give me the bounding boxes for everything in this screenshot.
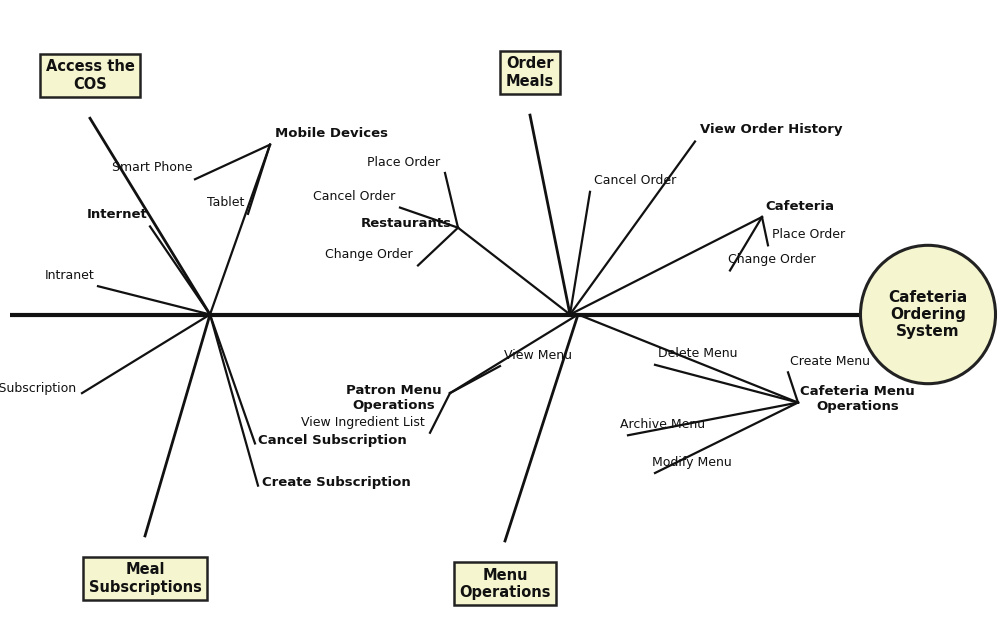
Text: Cancel Subscription: Cancel Subscription xyxy=(258,433,407,447)
Text: Access the
COS: Access the COS xyxy=(46,59,134,92)
Text: Internet: Internet xyxy=(87,208,148,221)
Text: Delete Menu: Delete Menu xyxy=(658,347,738,360)
Text: Place Order: Place Order xyxy=(772,228,845,241)
Text: Modify Subscription: Modify Subscription xyxy=(0,382,76,395)
Text: Modify Menu: Modify Menu xyxy=(652,455,732,469)
Text: View Order History: View Order History xyxy=(700,123,842,136)
Text: Change Order: Change Order xyxy=(728,253,816,266)
Text: Mobile Devices: Mobile Devices xyxy=(275,126,388,140)
Text: Intranet: Intranet xyxy=(44,269,94,282)
Text: Cafeteria
Ordering
System: Cafeteria Ordering System xyxy=(888,289,968,340)
Text: Menu
Operations: Menu Operations xyxy=(459,567,551,600)
Text: Cafeteria: Cafeteria xyxy=(765,199,834,213)
Text: Create Menu: Create Menu xyxy=(790,355,870,368)
Text: Cafeteria Menu
Operations: Cafeteria Menu Operations xyxy=(800,386,915,413)
Text: Cancel Order: Cancel Order xyxy=(313,190,395,203)
Text: View Menu: View Menu xyxy=(504,348,572,362)
Text: Create Subscription: Create Subscription xyxy=(262,476,411,489)
Text: Meal
Subscriptions: Meal Subscriptions xyxy=(89,562,201,595)
Text: Change Order: Change Order xyxy=(325,248,413,261)
Ellipse shape xyxy=(860,245,996,384)
Text: Cancel Order: Cancel Order xyxy=(594,174,676,187)
Text: Restaurants: Restaurants xyxy=(361,217,452,230)
Text: Tablet: Tablet xyxy=(207,196,244,209)
Text: Archive Menu: Archive Menu xyxy=(620,418,705,431)
Text: Order
Meals: Order Meals xyxy=(506,56,554,89)
Text: Smart Phone: Smart Phone xyxy=(112,161,192,174)
Text: Patron Menu
Operations: Patron Menu Operations xyxy=(346,384,442,411)
Text: View Ingredient List: View Ingredient List xyxy=(301,416,425,429)
Text: Place Order: Place Order xyxy=(367,155,440,169)
